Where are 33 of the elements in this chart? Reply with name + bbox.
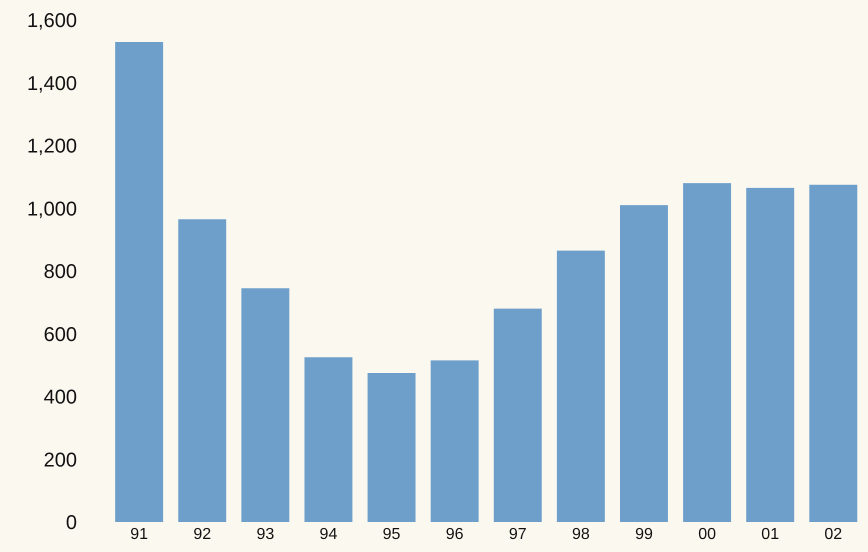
- y-tick-label: 400: [44, 386, 77, 408]
- x-tick-label: 95: [382, 526, 401, 543]
- x-tick-label: 01: [761, 526, 780, 543]
- bar: [746, 188, 794, 522]
- y-tick-label: 1,600: [26, 10, 77, 32]
- bar: [368, 372, 416, 522]
- x-tick-label: 94: [320, 526, 338, 543]
- bar: [809, 184, 858, 522]
- y-tick-label: 1,200: [26, 136, 77, 158]
- x-tick-label: 91: [130, 526, 148, 543]
- x-tick-label: 02: [824, 526, 842, 543]
- x-tick-label: 98: [572, 526, 590, 543]
- bar: [683, 183, 732, 522]
- bar: [430, 360, 479, 522]
- bar: [494, 308, 542, 522]
- x-tick-label: 00: [698, 526, 716, 543]
- y-tick-label: 200: [44, 449, 77, 472]
- y-tick-label: 0: [66, 512, 77, 534]
- bar: [115, 42, 164, 522]
- y-tick-label: 1,400: [26, 72, 77, 95]
- bar: [556, 250, 605, 522]
- x-tick-label: 99: [635, 526, 653, 543]
- bar: [620, 205, 668, 522]
- bar: [304, 357, 352, 522]
- x-tick-label: 96: [446, 526, 464, 543]
- x-tick-label: 93: [256, 526, 274, 543]
- bar: [241, 288, 290, 522]
- y-tick-label: 1,000: [26, 198, 77, 220]
- y-tick-label: 600: [44, 324, 77, 346]
- bar: [178, 219, 226, 522]
- x-tick-label: 92: [193, 526, 212, 543]
- x-tick-label: 97: [508, 526, 527, 543]
- y-tick-label: 800: [44, 261, 77, 283]
